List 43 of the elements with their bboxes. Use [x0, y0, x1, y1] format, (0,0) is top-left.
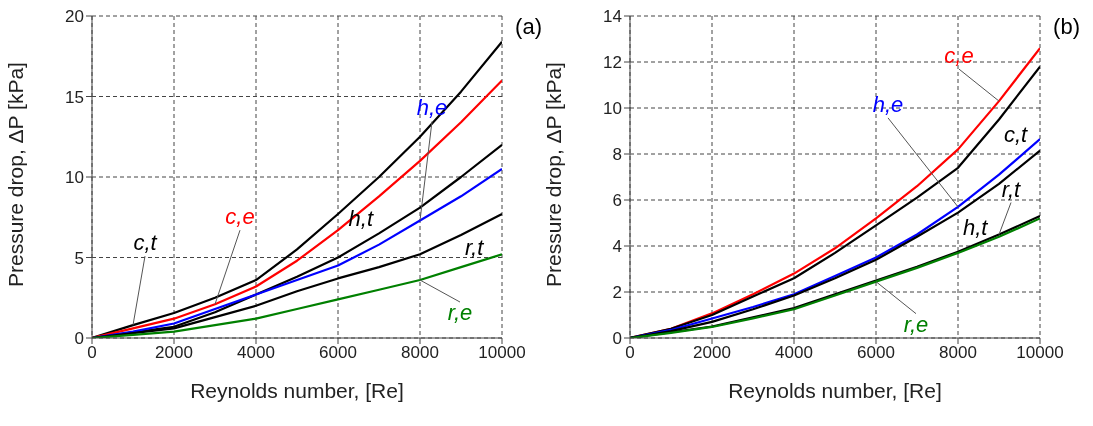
x-axis-title: Reynolds number, [Re]	[728, 379, 942, 402]
series-label: r,e	[903, 311, 929, 337]
series-label: h,t	[348, 206, 374, 232]
text: c,e	[225, 204, 255, 230]
y-tick-label: 14	[603, 7, 622, 27]
text: h,e	[416, 95, 448, 121]
x-tick-label: 4000	[237, 343, 275, 363]
x-tick-label: 4000	[775, 343, 813, 363]
y-tick-label: 0	[612, 329, 622, 349]
y-tick-label: 4	[612, 237, 622, 257]
y-tick-label: 8	[612, 145, 622, 165]
x-tick-label: 0	[625, 343, 635, 363]
y-tick-label: 15	[65, 87, 84, 107]
y-tick-label: 0	[74, 329, 84, 349]
x-tick-label: 2000	[693, 343, 731, 363]
y-tick-label: 10	[603, 99, 622, 119]
x-tick-label: 2000	[155, 343, 193, 363]
text: c,t	[133, 230, 158, 256]
series-label: c,t	[1004, 121, 1029, 147]
x-tick-label: 6000	[857, 343, 895, 363]
x-axis-title: Reynolds number, [Re]	[190, 379, 404, 402]
series-label: r,e	[447, 300, 473, 326]
x-tick-label: 8000	[401, 343, 439, 363]
x-tick-label: 6000	[319, 343, 357, 363]
x-tick-label: 0	[87, 343, 97, 363]
x-tick-label: 10000	[1016, 343, 1064, 363]
x-tick-label: 10000	[478, 343, 526, 363]
series-label: h,t	[963, 214, 989, 240]
y-tick-label: 10	[65, 168, 84, 188]
text: (a)	[515, 14, 542, 40]
y-tick-label: 5	[74, 248, 84, 268]
y-tick-label: 20	[65, 7, 84, 27]
y-axis-title: Pressure drop, ΔP [kPa]	[542, 62, 566, 287]
text: h,e	[872, 91, 904, 117]
y-axis-title: Pressure drop, ΔP [kPa]	[4, 62, 28, 287]
series-label: c,e	[944, 43, 974, 69]
y-tick-label: 12	[603, 53, 622, 73]
y-tick-label: 2	[612, 283, 622, 303]
x-tick-label: 8000	[939, 343, 977, 363]
text: (b)	[1053, 14, 1080, 40]
y-tick-label: 6	[612, 191, 622, 211]
series-label: r,t	[1001, 176, 1022, 202]
series-label: r,t	[465, 234, 485, 260]
